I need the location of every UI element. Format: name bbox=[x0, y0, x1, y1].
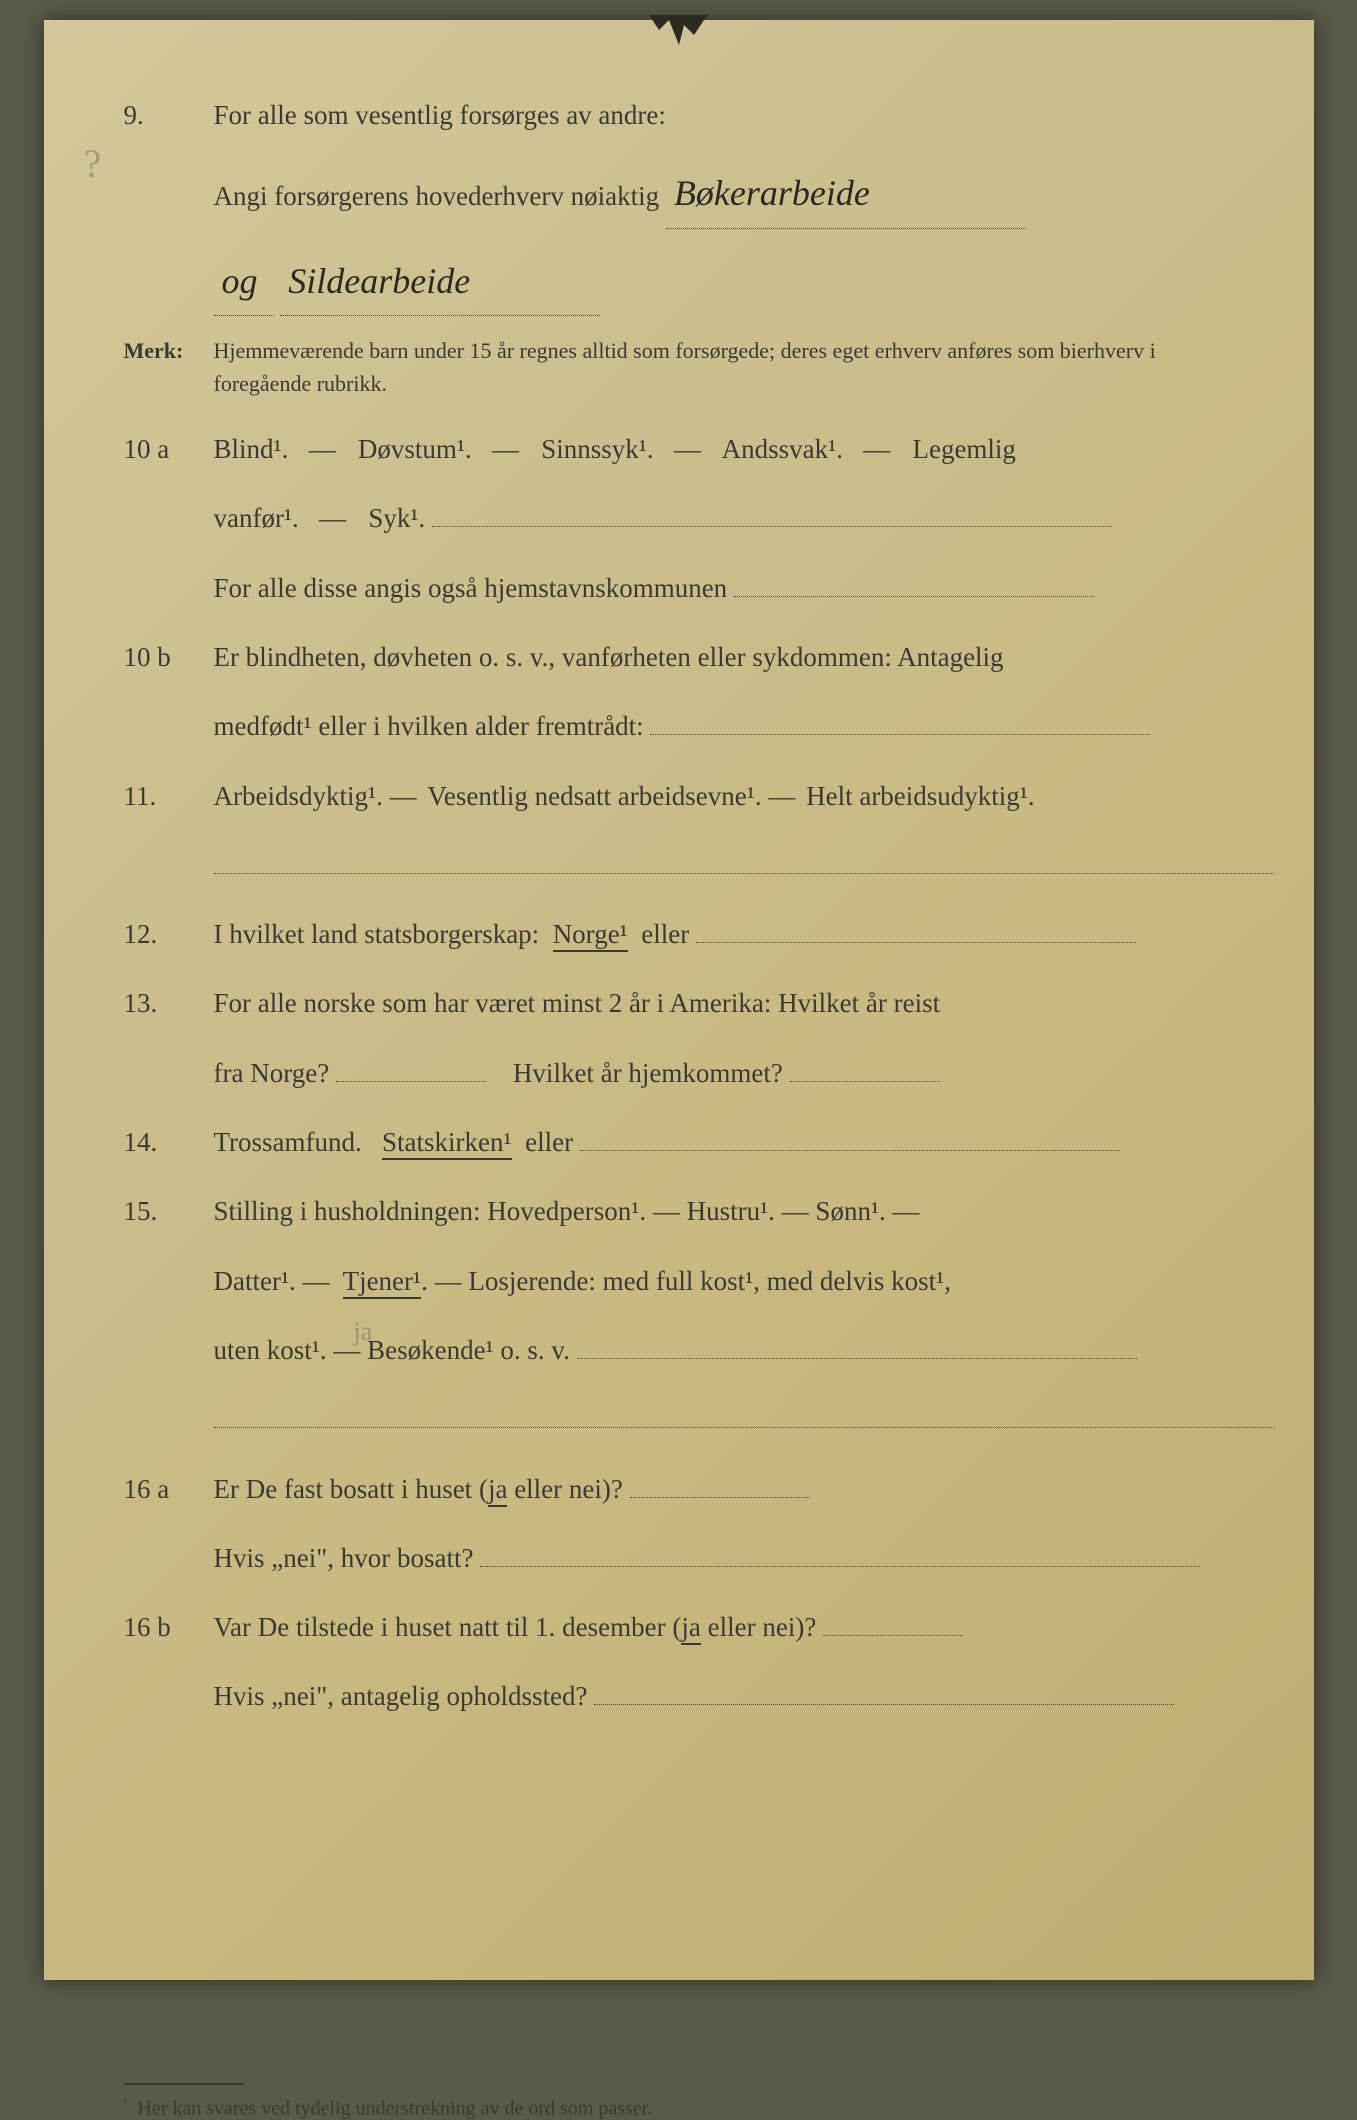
q12-underlined: Norge¹ bbox=[553, 919, 628, 952]
q9-line3: og Sildearbeide bbox=[124, 247, 1234, 316]
q15-blank bbox=[124, 1394, 1234, 1445]
q12-number: 12. bbox=[124, 909, 214, 960]
q15-line1: 15. Stilling i husholdningen: Hovedperso… bbox=[124, 1186, 1234, 1237]
q9-line1: 9. For alle som vesentlig forsørges av a… bbox=[124, 90, 1234, 141]
q14-underlined: Statskirken¹ bbox=[382, 1127, 512, 1160]
q12-line: 12. I hvilket land statsborgerskap: Norg… bbox=[124, 909, 1234, 960]
q16a-number: 16 a bbox=[124, 1464, 214, 1515]
q15-number: 15. bbox=[124, 1186, 214, 1237]
q16b-line1: 16 b Var De tilstede i huset natt til 1.… bbox=[124, 1602, 1234, 1653]
merk-note: Merk: Hjemmeværende barn under 15 år reg… bbox=[124, 334, 1234, 400]
pencil-mark: ? bbox=[84, 140, 102, 187]
q10a-number: 10 a bbox=[124, 424, 214, 475]
q15-line3: uten kost¹. — Besøkende¹ o. s. v. ja bbox=[124, 1325, 1234, 1376]
q13-text1: For alle norske som har været minst 2 år… bbox=[214, 978, 1234, 1029]
q9-line2: Angi forsørgerens hovederhverv nøiaktig … bbox=[124, 159, 1234, 228]
q10b-line1: 10 b Er blindheten, døvheten o. s. v., v… bbox=[124, 632, 1234, 683]
q16a-line2: Hvis „nei", hvor bosatt? bbox=[124, 1533, 1234, 1584]
q11-line: 11. Arbeidsdyktig¹. — Vesentlig nedsatt … bbox=[124, 771, 1234, 822]
q10b-line2: medfødt¹ eller i hvilken alder fremtrådt… bbox=[124, 701, 1234, 752]
q13-number: 13. bbox=[124, 978, 214, 1029]
q9-number: 9. bbox=[124, 90, 214, 141]
q15-text1: Stilling i husholdningen: Hovedperson¹. … bbox=[214, 1186, 1234, 1237]
q14-line: 14. Trossamfund. Statskirken¹ eller bbox=[124, 1117, 1234, 1168]
q10b-number: 10 b bbox=[124, 632, 214, 683]
q15-line2: Datter¹. — Tjener¹. — Losjerende: med fu… bbox=[124, 1256, 1234, 1307]
q15-underlined: Tjener¹ bbox=[343, 1266, 422, 1299]
q13-line2: fra Norge? Hvilket år hjemkommet? bbox=[124, 1048, 1234, 1099]
q10a-line1: 10 a Blind¹. — Døvstum¹. — Sinnssyk¹. — … bbox=[124, 424, 1234, 475]
q11-number: 11. bbox=[124, 771, 214, 822]
document-page: ? 9. For alle som vesentlig forsørges av… bbox=[44, 20, 1314, 1980]
q16b-number: 16 b bbox=[124, 1602, 214, 1653]
q16a-line1: 16 a Er De fast bosatt i huset (ja eller… bbox=[124, 1464, 1234, 1515]
q15-pencil: ja bbox=[354, 1307, 373, 1356]
q9-text1: For alle som vesentlig forsørges av andr… bbox=[214, 90, 1234, 141]
q16a-underlined: ja bbox=[488, 1474, 508, 1507]
q10a-line3: For alle disse angis også hjemstavnskomm… bbox=[124, 563, 1234, 614]
q10a-line2: vanfør¹. — Syk¹. bbox=[124, 493, 1234, 544]
q9-handwritten1: Bøkerarbeide bbox=[666, 173, 878, 213]
q9-handwritten2: Sildearbeide bbox=[280, 261, 478, 301]
q16b-underlined: ja bbox=[681, 1612, 701, 1645]
q10b-text1: Er blindheten, døvheten o. s. v., vanfør… bbox=[214, 632, 1234, 683]
merk-text: Hjemmeværende barn under 15 år regnes al… bbox=[214, 334, 1234, 400]
q14-number: 14. bbox=[124, 1117, 214, 1168]
q9-label: Angi forsørgerens hovederhverv nøiaktig bbox=[214, 181, 660, 211]
q13-line1: 13. For alle norske som har været minst … bbox=[124, 978, 1234, 1029]
footnote: ¹ Her kan svares ved tydelig understrekn… bbox=[124, 2095, 1234, 2120]
footnote-rule bbox=[124, 2083, 244, 2085]
merk-label: Merk: bbox=[124, 334, 214, 400]
q11-blank bbox=[124, 840, 1234, 891]
q9-hw-prefix: og bbox=[214, 261, 266, 301]
q16b-line2: Hvis „nei", antagelig opholdssted? bbox=[124, 1671, 1234, 1722]
paper-tear-icon bbox=[629, 15, 729, 55]
